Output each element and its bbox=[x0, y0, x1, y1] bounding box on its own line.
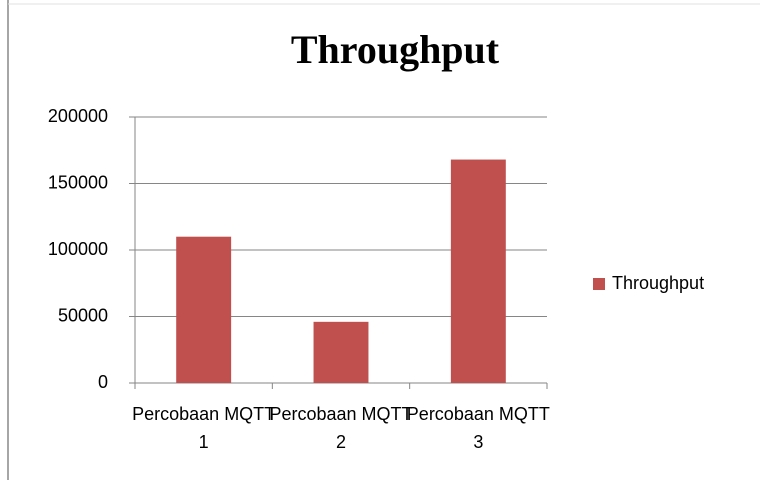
label-line: 3 bbox=[473, 432, 483, 452]
label-line: 1 bbox=[199, 432, 209, 452]
y-tick-label: 50000 bbox=[58, 305, 108, 325]
y-tick-label: 150000 bbox=[48, 172, 108, 192]
legend-swatch bbox=[593, 278, 605, 290]
bar bbox=[313, 321, 369, 383]
chart-title: Throughput bbox=[291, 27, 500, 72]
legend-label: Throughput bbox=[612, 273, 704, 293]
label-line: Percobaan MQTT bbox=[407, 404, 550, 424]
y-tick-label: 0 bbox=[98, 372, 108, 392]
x-tick-label: Percobaan MQTT 2 bbox=[269, 404, 412, 452]
x-tick-label: Percobaan MQTT 1 bbox=[132, 404, 275, 452]
bar bbox=[176, 236, 232, 383]
x-tick-label: Percobaan MQTT 3 bbox=[407, 404, 550, 452]
label-line: Percobaan MQTT bbox=[132, 404, 275, 424]
bar bbox=[450, 159, 506, 383]
y-tick-label: 100000 bbox=[48, 239, 108, 259]
label-line: Percobaan MQTT bbox=[269, 404, 412, 424]
y-tick-label: 200000 bbox=[48, 106, 108, 126]
label-line: 2 bbox=[336, 432, 346, 452]
